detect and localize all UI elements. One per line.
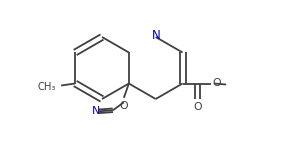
Text: N: N	[152, 29, 161, 42]
Text: CH₃: CH₃	[37, 81, 56, 92]
Text: N: N	[91, 106, 100, 116]
Text: O: O	[212, 78, 221, 88]
Text: O: O	[119, 101, 128, 111]
Text: O: O	[193, 102, 202, 112]
